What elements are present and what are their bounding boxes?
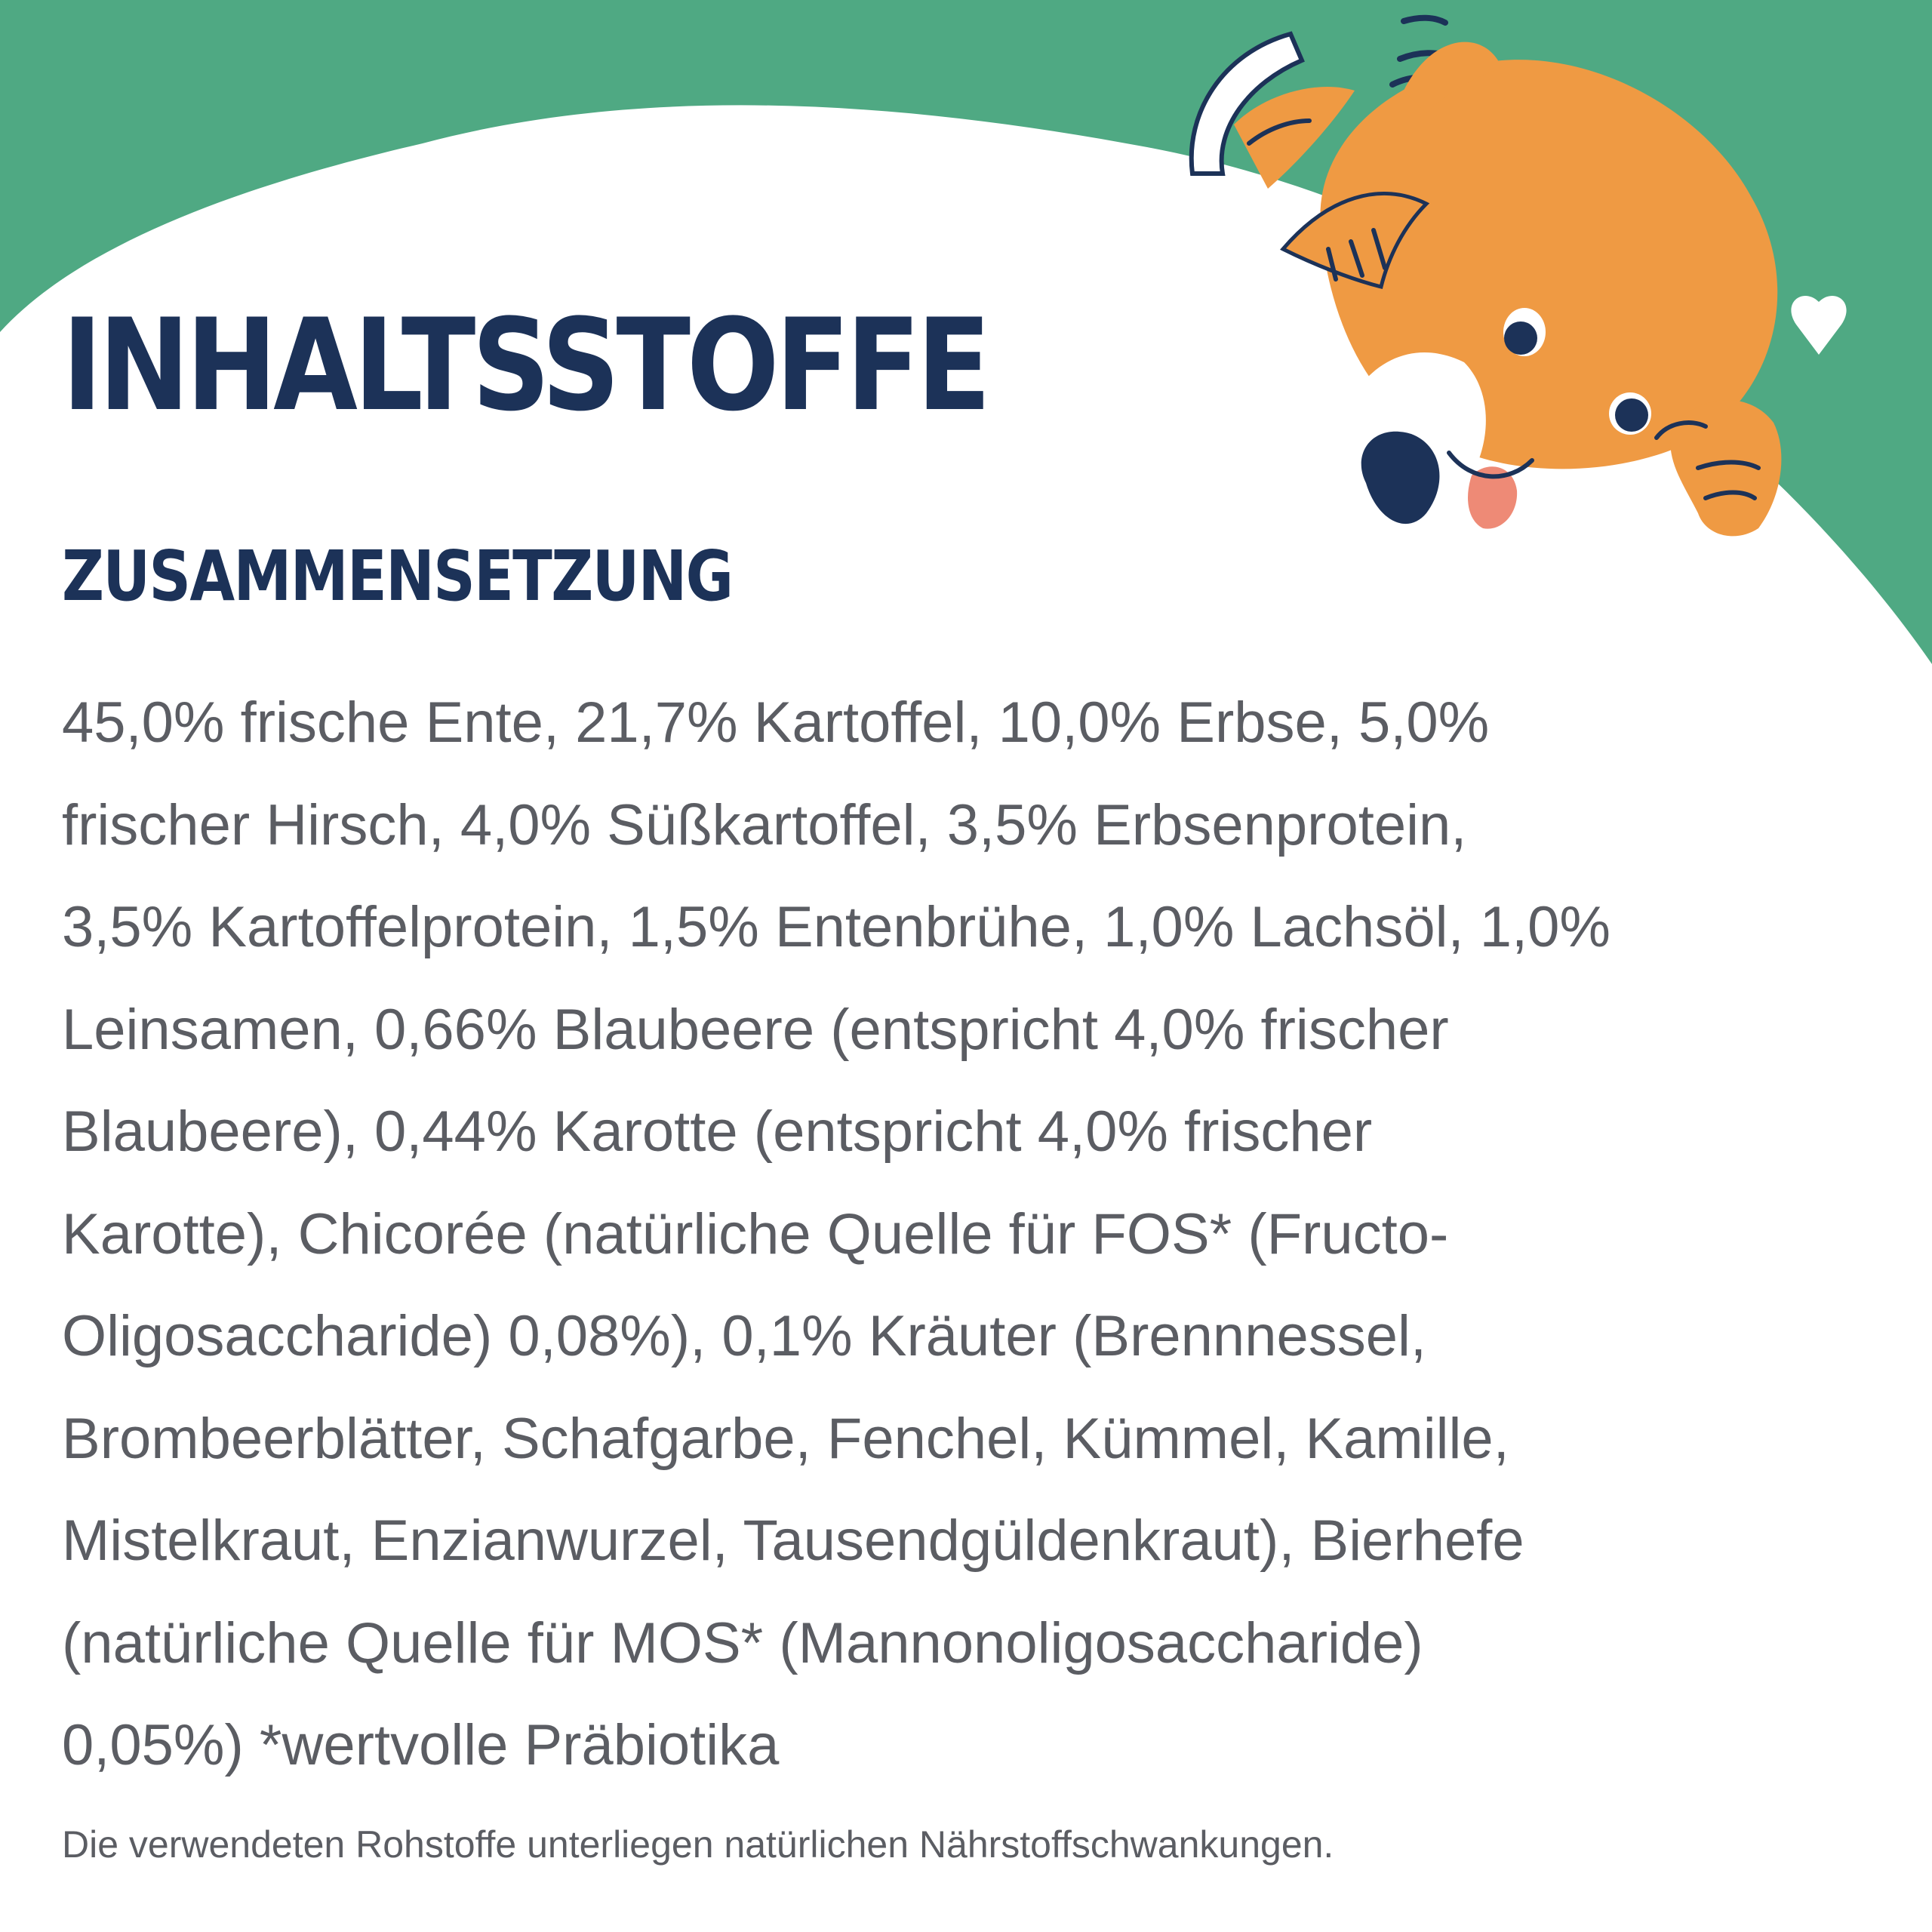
composition-line: (natürliche Quelle für MOS* (Mannonoligo… [62,1611,1423,1675]
composition-line: Blaubeere), 0,44% Karotte (entspricht 4,… [62,1100,1373,1164]
tail-icon [1189,14,1456,189]
composition-line: 45,0% frische Ente, 21,7% Kartoffel, 10,… [62,691,1490,755]
dog-head-icon [1320,42,1847,534]
composition-line: Brombeerblätter, Schafgarbe, Fenchel, Kü… [62,1406,1509,1471]
composition-line: Karotte), Chicorée (natürliche Quelle fü… [62,1201,1449,1266]
footer-note: Die verwendeten Rohstoffe unterliegen na… [62,1823,1334,1866]
composition-line: 0,05%) *wertvolle Präbiotika [62,1713,780,1777]
dog-ear-icon [1280,192,1782,537]
composition-line: frischer Hirsch, 4,0% Süßkartoffel, 3,5%… [62,792,1467,857]
composition-line: Mistelkraut, Enzianwurzel, Tausendgülden… [62,1509,1524,1573]
composition-line: Oligosaccharide) 0,08%), 0,1% Kräuter (B… [62,1304,1427,1368]
composition-line: Leinsamen, 0,66% Blaubeere (entspricht 4… [62,997,1449,1062]
peeking-dog-illustration [1189,14,1847,537]
composition-text: 45,0% frische Ente, 21,7% Kartoffel, 10,… [62,672,1888,1797]
composition-line: 3,5% Kartoffelprotein, 1,5% Entenbrühe, … [62,895,1611,959]
section-subtitle: ZUSAMMENSETZUNG [62,536,734,617]
page-title: INHALTSSTOFFE [62,291,991,439]
